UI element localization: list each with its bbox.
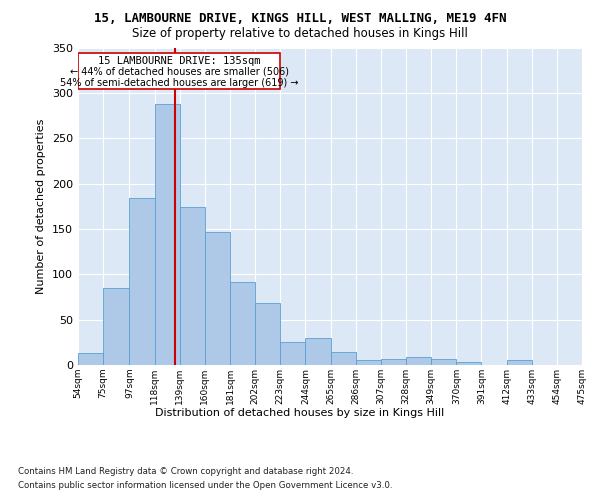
- Bar: [381, 358, 406, 365]
- Text: 15, LAMBOURNE DRIVE, KINGS HILL, WEST MALLING, ME19 4FN: 15, LAMBOURNE DRIVE, KINGS HILL, WEST MA…: [94, 12, 506, 26]
- Bar: [305, 338, 331, 365]
- Text: 54% of semi-detached houses are larger (619) →: 54% of semi-detached houses are larger (…: [60, 78, 298, 88]
- Bar: [130, 198, 155, 365]
- Bar: [205, 232, 230, 365]
- Bar: [155, 104, 180, 365]
- Text: Distribution of detached houses by size in Kings Hill: Distribution of detached houses by size …: [155, 408, 445, 418]
- Bar: [431, 358, 456, 365]
- Bar: [406, 357, 431, 365]
- Text: Contains HM Land Registry data © Crown copyright and database right 2024.: Contains HM Land Registry data © Crown c…: [18, 468, 353, 476]
- Text: Size of property relative to detached houses in Kings Hill: Size of property relative to detached ho…: [132, 28, 468, 40]
- Bar: [78, 353, 103, 365]
- Bar: [506, 360, 532, 365]
- Bar: [78, 53, 280, 89]
- Y-axis label: Number of detached properties: Number of detached properties: [37, 118, 46, 294]
- Bar: [103, 288, 130, 365]
- Text: ← 44% of detached houses are smaller (506): ← 44% of detached houses are smaller (50…: [70, 67, 289, 77]
- Bar: [180, 207, 205, 365]
- Bar: [230, 282, 255, 365]
- Bar: [280, 342, 305, 365]
- Bar: [356, 360, 381, 365]
- Bar: [456, 362, 481, 365]
- Text: Contains public sector information licensed under the Open Government Licence v3: Contains public sector information licen…: [18, 481, 392, 490]
- Text: 15 LAMBOURNE DRIVE: 135sqm: 15 LAMBOURNE DRIVE: 135sqm: [98, 56, 260, 66]
- Bar: [255, 304, 280, 365]
- Bar: [331, 352, 356, 365]
